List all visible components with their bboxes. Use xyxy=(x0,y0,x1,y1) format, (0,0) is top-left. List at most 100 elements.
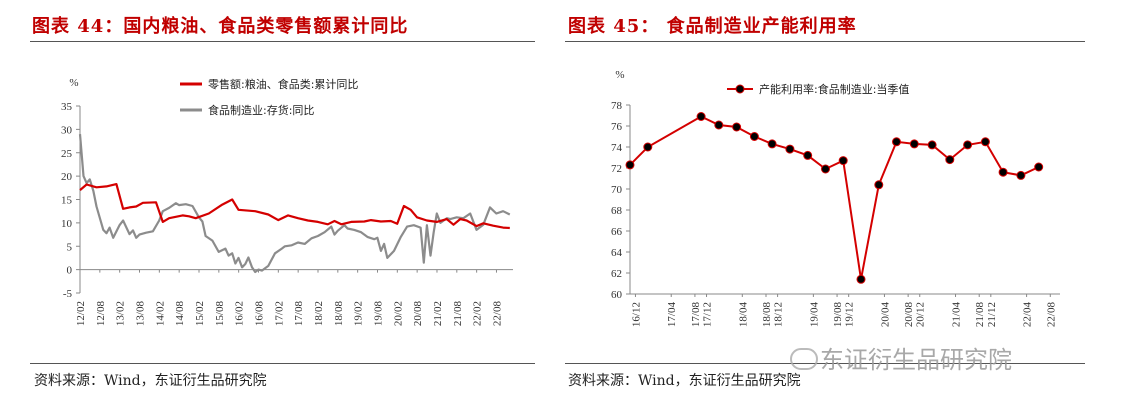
source-rule xyxy=(565,363,1085,364)
figure-45-source: 资料来源：Wind，东证衍生品研究院 xyxy=(568,373,801,389)
data-point xyxy=(732,122,742,132)
x-tick-label: 12/08 xyxy=(95,301,107,327)
data-point xyxy=(838,156,848,166)
x-tick-label: 21/04 xyxy=(951,302,963,328)
x-tick-label: 17/02 xyxy=(273,301,285,326)
data-point xyxy=(696,112,706,121)
x-tick-label: 12/02 xyxy=(75,301,87,326)
x-tick-label: 22/02 xyxy=(472,301,484,326)
data-point xyxy=(821,164,830,174)
series-line-0 xyxy=(79,183,510,230)
data-point xyxy=(803,150,813,160)
data-point xyxy=(714,120,724,130)
x-tick-label: 13/08 xyxy=(135,301,147,327)
x-tick-label: 22/08 xyxy=(491,301,503,327)
x-tick-label: 21/12 xyxy=(986,302,998,327)
x-tick-label: 16/02 xyxy=(234,301,246,326)
data-point xyxy=(856,274,866,284)
x-tick-label: 19/12 xyxy=(844,302,856,327)
figure-44-title: 图表 44：国内粮油、食品类零售额累计同比 xyxy=(32,16,409,37)
data-point xyxy=(945,155,955,165)
title-rule xyxy=(30,41,535,42)
data-point xyxy=(892,137,901,147)
x-tick-label: 18/08 xyxy=(333,301,345,327)
data-point xyxy=(625,160,635,170)
x-tick-label: 20/08 xyxy=(903,302,915,328)
x-tick-label: 21/08 xyxy=(974,302,986,328)
y-axis-unit: % xyxy=(69,77,78,89)
y-tick-label: 64 xyxy=(611,247,623,259)
y-tick-label: 15 xyxy=(61,195,73,207)
data-point xyxy=(1034,162,1044,172)
x-tick-label: 13/02 xyxy=(115,301,127,326)
x-tick-label: 17/04 xyxy=(666,302,678,328)
data-point xyxy=(980,137,990,147)
x-tick-label: 19/02 xyxy=(353,301,365,326)
x-tick-label: 18/02 xyxy=(313,301,325,326)
y-tick-label: 60 xyxy=(611,289,623,301)
y-tick-label: 76 xyxy=(611,121,623,133)
x-tick-label: 20/08 xyxy=(412,301,424,327)
y-tick-label: 0 xyxy=(67,265,73,277)
x-tick-label: 21/02 xyxy=(432,301,444,326)
data-point xyxy=(874,180,884,190)
y-tick-label: 74 xyxy=(611,142,623,154)
x-tick-label: 17/08 xyxy=(690,302,702,328)
figure-44: 图表 44：国内粮油、食品类零售额累计同比 -5 0 5 10 15 20 25 30 35% 1… xyxy=(0,0,545,409)
series-line-1 xyxy=(78,134,511,274)
y-axis-unit: % xyxy=(615,69,624,81)
figure-45: 图表 45： 食品制造业产能利用率 60 62 64 66 68 70 72 74 76 78% 1… xyxy=(560,0,1125,409)
wechat-icon xyxy=(790,348,818,370)
y-tick-label: 10 xyxy=(61,218,73,230)
data-point xyxy=(909,139,919,149)
legend-label: 零售额:粮油、食品类:累计同比 xyxy=(208,77,358,91)
y-tick-label: 5 xyxy=(67,241,73,253)
y-tick-label: 62 xyxy=(611,268,622,280)
y-tick-label: -5 xyxy=(63,288,73,300)
data-point xyxy=(767,139,777,149)
capacity-utilization-chart: 60 62 64 66 68 70 72 74 76 78% 16/12 17/04 17/08 17/1… xyxy=(611,69,1060,328)
y-tick-label: 35 xyxy=(61,101,73,113)
x-tick-label: 18/04 xyxy=(737,302,749,328)
y-tick-label: 66 xyxy=(611,226,623,238)
retail-sales-chart: -5 0 5 10 15 20 25 30 35% 12/02 12/08 13/02 13/08 14/… xyxy=(61,77,513,327)
x-tick-label: 16/08 xyxy=(253,301,265,327)
x-tick-label: 19/04 xyxy=(808,302,820,328)
y-tick-label: 20 xyxy=(61,171,73,183)
legend-label: 食品制造业:存货:同比 xyxy=(208,103,314,117)
watermark: 东证衍生品研究院 xyxy=(820,346,1012,374)
x-tick-label: 20/02 xyxy=(392,301,404,326)
y-tick-label: 30 xyxy=(61,124,73,136)
data-point xyxy=(785,144,795,154)
x-tick-label: 22/08 xyxy=(1045,302,1057,328)
x-tick-label: 17/08 xyxy=(293,301,305,327)
x-tick-label: 20/12 xyxy=(915,302,927,327)
data-point xyxy=(927,140,937,150)
y-tick-label: 72 xyxy=(611,163,622,175)
title-rule xyxy=(565,41,1085,42)
x-tick-label: 18/12 xyxy=(773,302,785,327)
y-tick-label: 78 xyxy=(611,100,623,112)
x-tick-label: 14/08 xyxy=(174,301,186,327)
data-point xyxy=(643,142,653,152)
x-tick-label: 17/12 xyxy=(702,302,714,327)
legend-label: 产能利用率:食品制造业:当季值 xyxy=(759,82,909,96)
x-tick-label: 15/02 xyxy=(194,301,206,326)
x-tick-label: 16/12 xyxy=(630,302,642,327)
x-tick-label: 21/08 xyxy=(452,301,464,327)
x-tick-label: 19/08 xyxy=(372,301,384,327)
x-tick-label: 19/08 xyxy=(832,302,844,328)
x-tick-label: 15/08 xyxy=(214,301,226,327)
legend-marker xyxy=(735,84,745,94)
data-point xyxy=(998,167,1008,177)
x-tick-label: 14/02 xyxy=(154,301,166,326)
data-point xyxy=(963,140,973,150)
x-tick-label: 20/04 xyxy=(879,302,891,328)
x-tick-label: 18/08 xyxy=(761,302,773,328)
data-point xyxy=(1016,170,1026,180)
figure-45-title: 图表 45： 食品制造业产能利用率 xyxy=(568,16,857,37)
figure-44-source: 资料来源：Wind，东证衍生品研究院 xyxy=(34,373,267,389)
x-tick-label: 22/04 xyxy=(1022,302,1034,328)
y-tick-label: 25 xyxy=(61,148,73,160)
y-tick-label: 68 xyxy=(611,205,623,217)
